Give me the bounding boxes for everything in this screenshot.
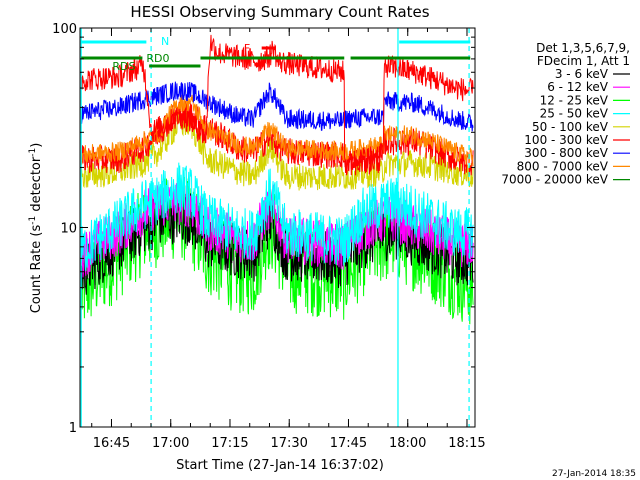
legend-label-4: 50 - 100 keV [532, 120, 609, 134]
legend-label-8: 7000 - 20000 keV [501, 173, 608, 187]
x-tick-label-0: 16:45 [93, 436, 130, 451]
axis-layer: 16:45 17:00 17:15 17:30 17:45 18:00 18:15 1 10 10… [52, 22, 486, 451]
rd0-label: RD0 [146, 52, 169, 65]
x-tick-label-4: 17:45 [330, 436, 367, 451]
annotations-layer: N RDS RD0 F [81, 35, 471, 73]
legend-label-7: 800 - 7000 keV [517, 159, 609, 173]
y-axis-label-sup1: -1 [28, 216, 38, 225]
night-label: N [161, 35, 169, 48]
flare-label: F [244, 42, 250, 55]
legend-header-line2: FDecim 1, Att 1 [537, 54, 630, 68]
y-axis-label-part2: detector [29, 156, 44, 216]
series-line-hi [81, 34, 474, 174]
series-line-blu [81, 81, 474, 132]
series-line-org [81, 93, 474, 167]
x-tick-label-5: 18:00 [389, 436, 426, 451]
legend-label-1: 6 - 12 keV [547, 80, 609, 94]
legend-label-6: 300 - 800 keV [524, 146, 608, 160]
x-tick-label-6: 18:15 [448, 436, 485, 451]
x-tick-label-2: 17:15 [211, 436, 248, 451]
y-axis-label-part3: ) [29, 143, 44, 148]
legend-label-5: 100 - 300 keV [524, 133, 608, 147]
x-axis-label: Start Time (27-Jan-14 16:37:02) [176, 458, 384, 473]
y-tick-label-2: 100 [52, 22, 77, 37]
x-tick-label-1: 17:00 [152, 436, 189, 451]
y-axis-label-sup2: -1 [28, 148, 38, 157]
rds-label: RDS [112, 60, 135, 73]
legend-label-0: 3 - 6 keV [555, 67, 609, 81]
x-tick-label-3: 17:30 [270, 436, 307, 451]
y-tick-label-0: 1 [69, 421, 77, 436]
series-line-cyan [81, 162, 474, 271]
y-axis-label-part1: Count Rate (s [29, 225, 44, 314]
footer-date: 27-Jan-2014 18:35 [552, 469, 636, 479]
legend-label-3: 25 - 50 keV [540, 107, 609, 121]
chart-title: HESSI Observing Summary Count Rates [130, 3, 429, 21]
legend-label-2: 12 - 25 keV [540, 93, 609, 107]
series-layer [81, 34, 474, 325]
y-tick-label-1: 10 [60, 222, 77, 237]
legend-header-line1: Det 1,3,5,6,7,9, [536, 41, 630, 55]
y-axis-label: Count Rate (s-1 detector-1) [28, 143, 44, 314]
